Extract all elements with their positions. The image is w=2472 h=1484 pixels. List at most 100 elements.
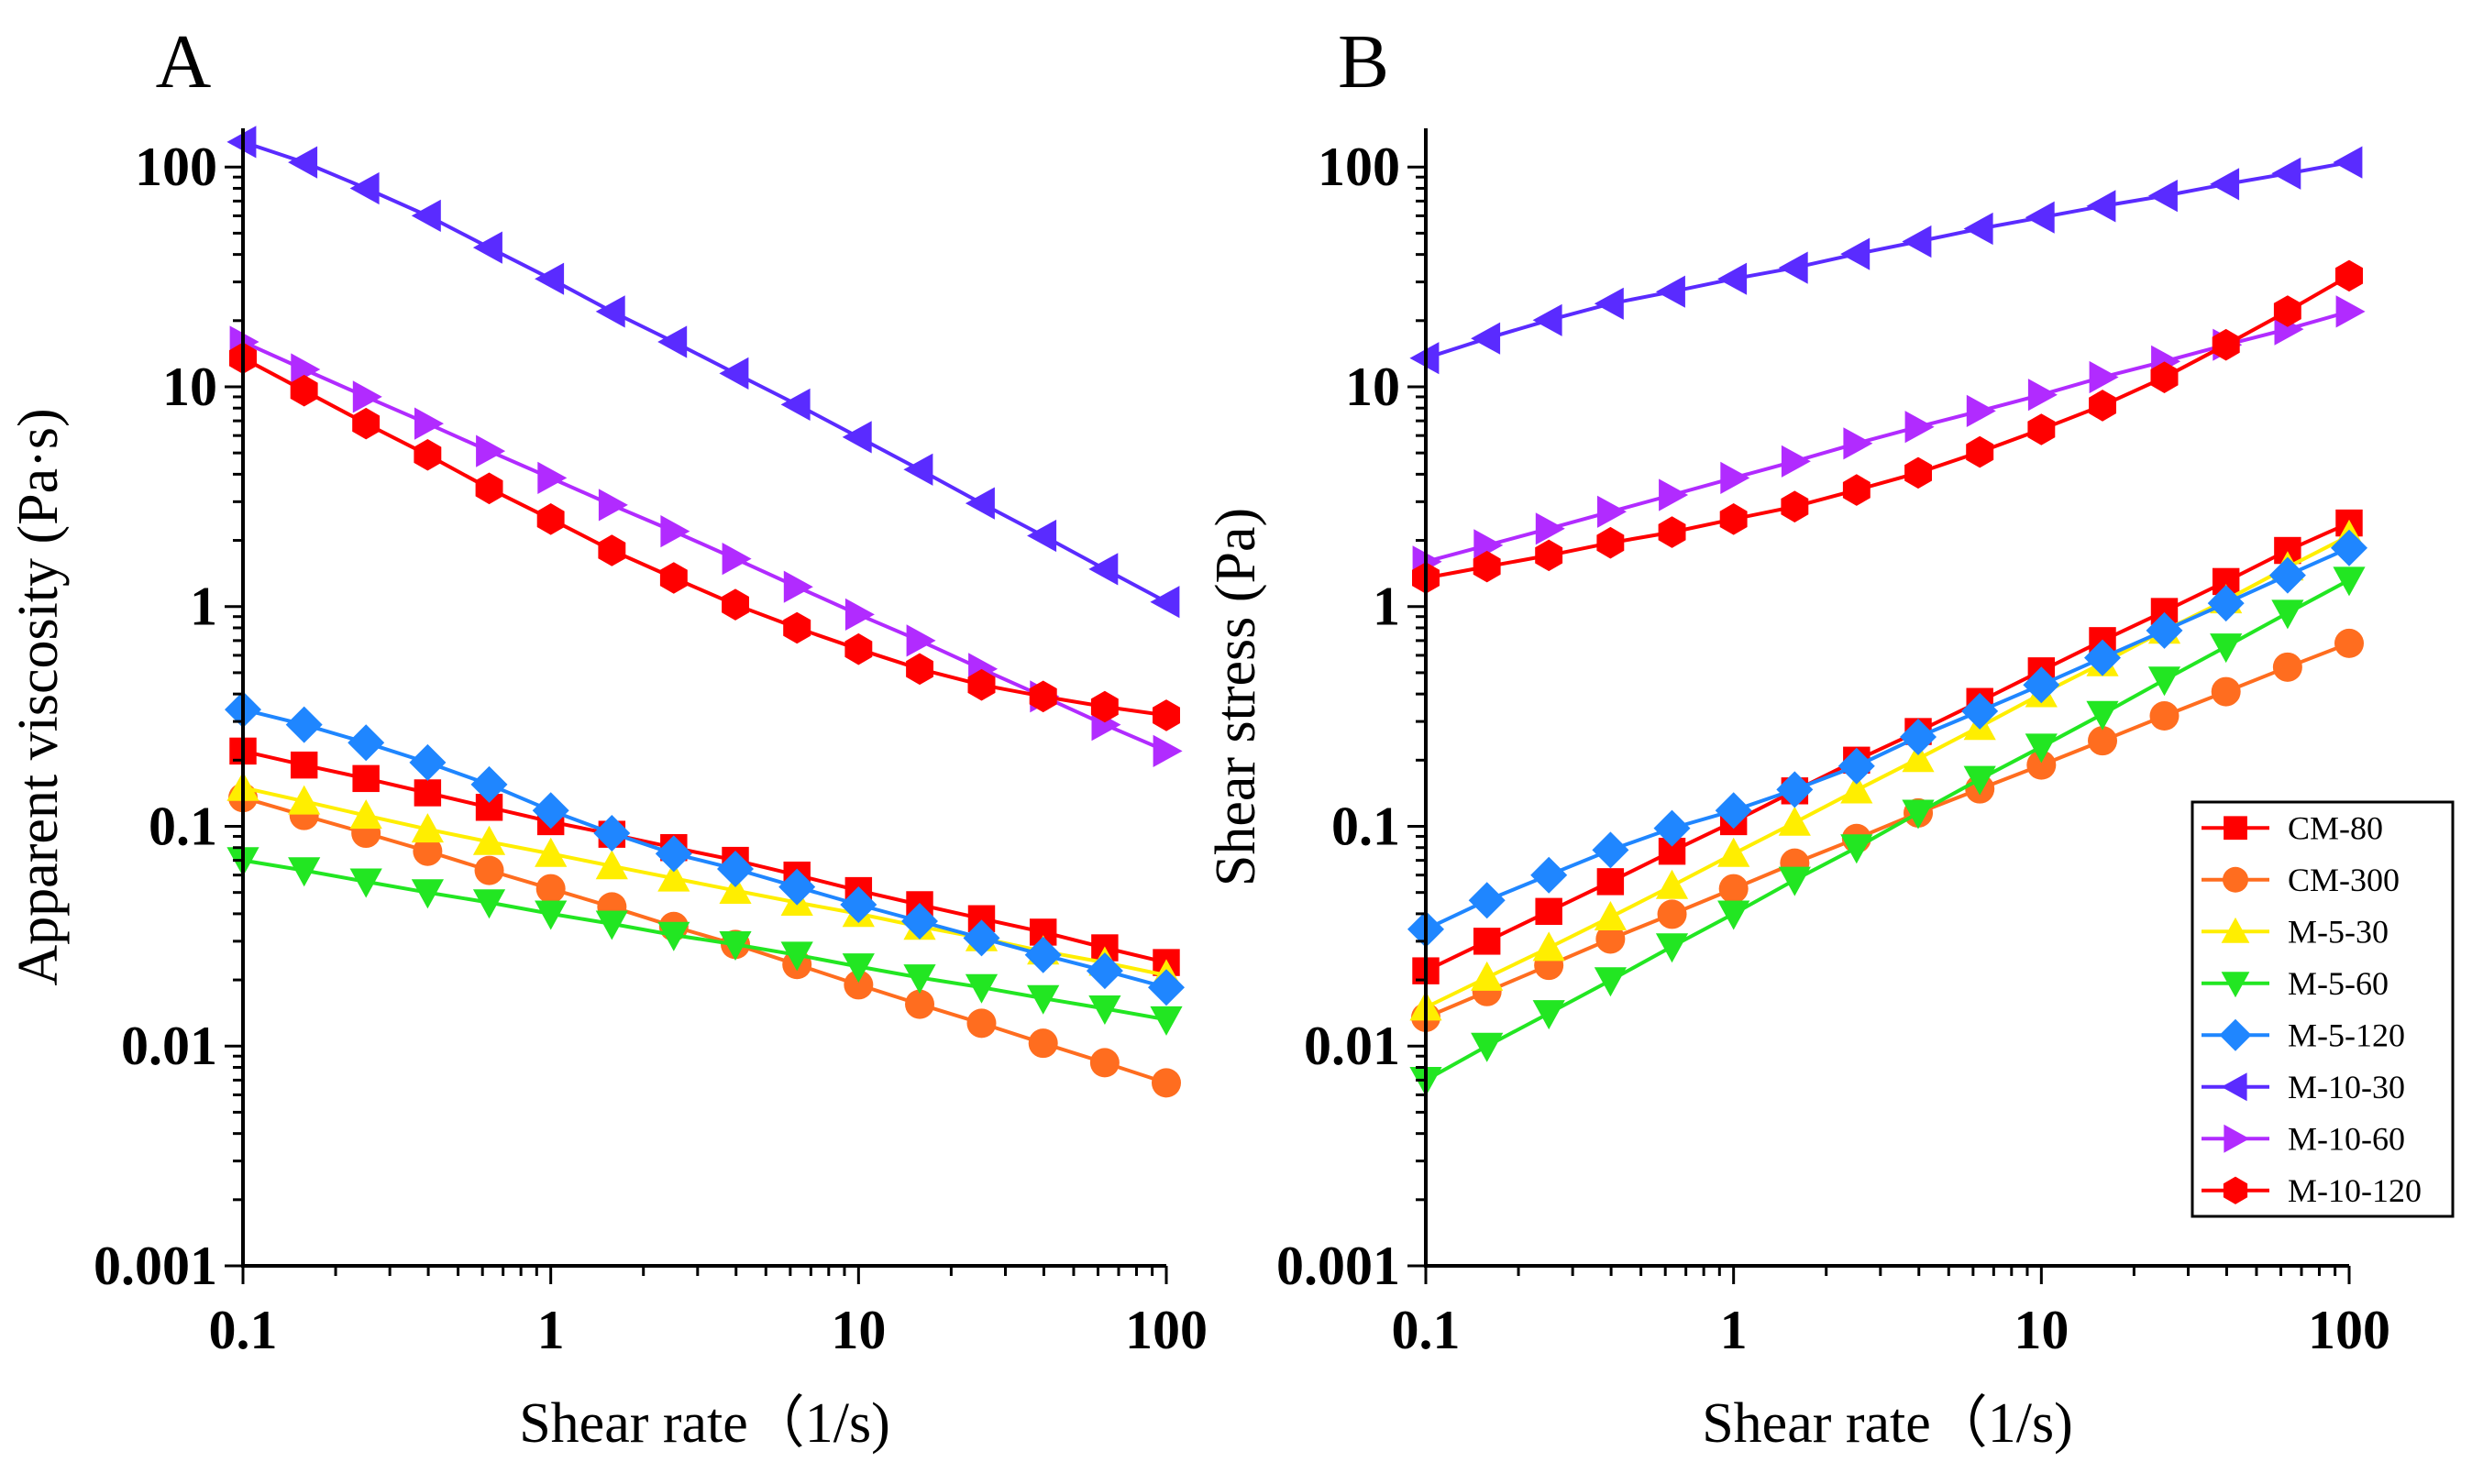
panel-b-point-m-10-120-14: [2273, 295, 2301, 327]
panel-b-point-m-5-60-5: [1717, 900, 1750, 930]
panel-a-point-m-10-30-13: [1027, 519, 1057, 553]
panel-a-point-m-5-120-8: [717, 851, 754, 887]
panel-b-point-m-10-120-9: [1966, 435, 1994, 468]
panel-b-point-cm-300-11: [2088, 726, 2118, 756]
panel-a-point-m-5-60-2: [349, 868, 382, 898]
panel-b-point-m-5-30-7: [1840, 774, 1873, 804]
panel-a-point-cm-300-10: [844, 970, 874, 1000]
panel-b-point-m-5-120-6: [1776, 771, 1814, 808]
panel-a-point-m-10-60-10: [844, 598, 875, 631]
legend-marker-cm-300: [2223, 866, 2248, 893]
panel-a-point-m-10-60-1: [291, 353, 321, 386]
panel-a-point-m-10-30-8: [719, 357, 749, 390]
panel-b-point-m-5-120-2: [1530, 856, 1568, 894]
panel-a-point-m-10-120-14: [1090, 690, 1119, 723]
panel-b-line-cm-300: [1425, 642, 2350, 1019]
panel-a-point-m-10-120-11: [906, 653, 933, 686]
panel-a-point-m-10-60-7: [660, 515, 690, 548]
panel-a-point-m-10-120-4: [475, 472, 503, 505]
legend-label-m-5-60: M-5-60: [2288, 965, 2389, 1002]
panel-b-point-m-10-60-15: [2335, 295, 2366, 328]
panel-a-point-m-5-120-13: [1024, 936, 1062, 973]
panel-a-point-m-10-60-11: [906, 624, 936, 657]
panel-a-point-m-10-120-9: [783, 611, 811, 644]
panel-a-y-tick-label: 100: [135, 137, 217, 197]
panel-a-y-tick-label: 0.001: [94, 1236, 217, 1296]
panel-a-point-m-5-60-8: [719, 931, 752, 961]
panel-a-point-cm-80-3: [414, 779, 442, 807]
panel-a-point-m-5-60-6: [595, 910, 628, 940]
panel-b-point-m-5-120-13: [2207, 585, 2245, 622]
panel-b-point-m-5-120-14: [2268, 556, 2306, 594]
panel-b-x-tick-label: 10: [2014, 1300, 2069, 1360]
panel-b-y-tick-label: 0.1: [1331, 796, 1400, 856]
panel-b-point-m-10-30-6: [1778, 251, 1808, 284]
panel-a-point-m-5-120-5: [532, 792, 569, 830]
panel-b-point-m-10-60-2: [1535, 512, 1565, 545]
legend-label-m-5-120: M-5-120: [2288, 1017, 2405, 1053]
panel-a-point-m-10-60-9: [783, 570, 813, 603]
panel-a-point-cm-300-13: [1028, 1028, 1058, 1059]
panel-b-point-m-10-120-7: [1842, 474, 1871, 506]
panel-b-point-m-5-120-7: [1837, 747, 1875, 785]
panel-a-point-m-10-30-6: [595, 295, 625, 328]
panel-a-point-m-10-120-1: [290, 374, 318, 407]
panel-b-point-m-10-60-3: [1597, 495, 1627, 528]
panel-a-point-m-10-120-10: [844, 632, 873, 665]
panel-a-point-m-10-30-12: [965, 487, 995, 520]
panel-b-point-m-5-120-8: [1900, 719, 1937, 755]
panel-a-y-tick-label: 10: [162, 357, 217, 417]
panel-b-point-m-5-120-3: [1592, 831, 1629, 869]
panel-b-point-cm-80-3: [1596, 868, 1625, 896]
panel-a-point-m-5-120-3: [409, 743, 447, 781]
panel-b-point-m-10-30-15: [2333, 146, 2363, 179]
panel-a-line-m-10-60: [242, 340, 1167, 753]
panel-a-point-m-10-60-5: [537, 461, 568, 494]
panel-b-point-m-10-60-10: [2027, 379, 2058, 412]
panel-a-point-m-5-60-1: [288, 857, 321, 887]
panel-a-point-m-5-30-7: [657, 862, 690, 892]
panel-a-y-tick-label: 0.01: [121, 1016, 217, 1076]
panel-b-point-m-10-120-12: [2150, 361, 2179, 393]
panel-a-point-m-10-120-3: [414, 439, 442, 471]
panel-b-point-m-10-60-4: [1659, 478, 1689, 511]
panel-a-point-m-5-60-10: [842, 953, 875, 984]
legend-label-m-5-30: M-5-30: [2288, 913, 2389, 950]
panel-b-point-m-5-120-5: [1715, 792, 1752, 830]
panel-b-point-m-5-30-5: [1717, 837, 1750, 867]
panel-a-point-m-5-30-1: [288, 785, 321, 815]
panel-a-line-m-10-120: [242, 356, 1167, 718]
panel-b-point-m-10-120-11: [2089, 390, 2116, 422]
panel-a-point-m-5-60-9: [780, 941, 813, 972]
panel-b-point-m-5-120-9: [1961, 692, 1999, 730]
panel-a-point-m-10-30-2: [349, 171, 380, 205]
panel-b-point-m-5-30-2: [1532, 931, 1565, 962]
panel-a-point-cm-80-2: [352, 764, 380, 793]
legend-entry-m-10-120: M-10-120: [2202, 1172, 2422, 1209]
panel-a-point-cm-80-1: [290, 751, 318, 779]
panel-a-line-m-5-120: [242, 708, 1167, 990]
legend-marker-cm-80: [2224, 816, 2247, 841]
panel-b-x-tick-label: 1: [1720, 1300, 1748, 1360]
panel-b-point-m-5-60-4: [1655, 933, 1689, 963]
panel-b-series-m-5-60: [1409, 566, 2366, 1096]
panel-a-line-m-5-30: [242, 786, 1167, 977]
panel-a-point-cm-300-11: [905, 989, 935, 1019]
panel-a-point-m-5-60-4: [472, 889, 506, 919]
panel-b-line-m-5-120: [1425, 545, 2350, 931]
panel-a-x-tick-label: 100: [1125, 1300, 1208, 1360]
panel-b-line-cm-80: [1425, 521, 2350, 973]
panel-a-point-m-10-30-11: [903, 453, 933, 486]
panel-b-point-m-10-30-3: [1594, 287, 1624, 320]
legend-label-m-10-60: M-10-60: [2288, 1120, 2405, 1157]
panel-a-point-m-10-60-6: [598, 489, 628, 522]
panel-a-point-m-5-120-11: [901, 903, 938, 940]
panel-a-point-m-5-30-8: [719, 874, 752, 904]
panel-a-letter: A: [156, 19, 212, 104]
panel-a-series-m-5-120: [225, 691, 1185, 1006]
panel-a-point-m-10-30-9: [780, 388, 811, 421]
panel-b-point-m-5-120-10: [2023, 666, 2060, 704]
panel-b-point-m-10-60-6: [1781, 445, 1811, 478]
panel-a-point-m-10-120-6: [598, 534, 626, 566]
panel-a-series-m-10-120: [229, 342, 1180, 731]
